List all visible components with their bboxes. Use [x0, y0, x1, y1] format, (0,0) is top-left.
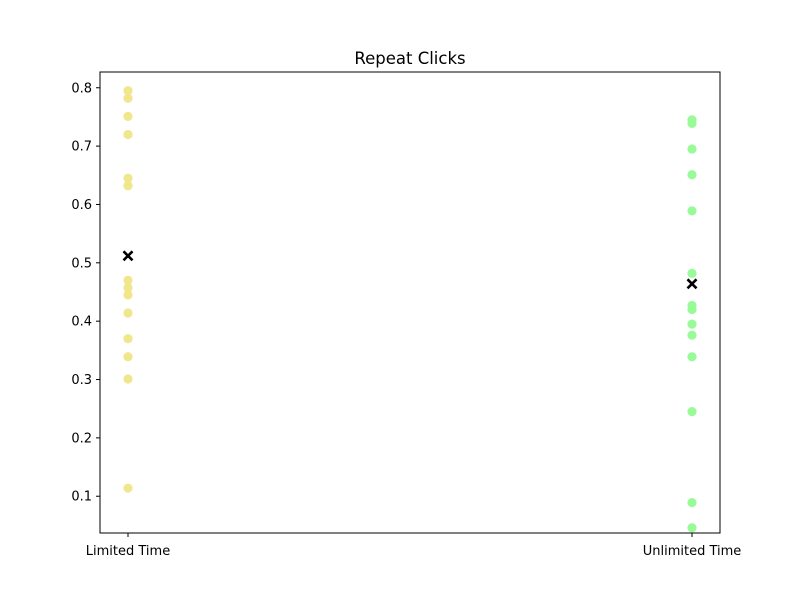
scatter-point — [123, 290, 133, 300]
scatter-point — [687, 170, 697, 180]
scatter-point — [123, 483, 133, 493]
x-tick-label: Limited Time — [86, 544, 170, 559]
scatter-point — [687, 319, 697, 329]
scatter-point — [123, 283, 133, 293]
scatter-point — [687, 352, 697, 362]
y-tick-label: 0.3 — [71, 373, 92, 388]
scatter-point — [123, 308, 133, 318]
y-tick-label: 0.4 — [71, 315, 92, 330]
scatter-point — [123, 181, 133, 191]
scatter-point — [687, 144, 697, 154]
scatter-point — [687, 498, 697, 508]
chart-title: Repeat Clicks — [354, 49, 465, 68]
y-tick-label: 0.1 — [71, 490, 92, 505]
scatter-point — [687, 206, 697, 216]
scatter-point — [123, 86, 133, 96]
scatter-point — [123, 93, 133, 103]
plot-frame — [99, 71, 721, 534]
y-tick-label: 0.5 — [71, 256, 92, 271]
y-tick-label: 0.7 — [71, 140, 92, 155]
scatter-point — [123, 334, 133, 344]
y-tick-label: 0.8 — [71, 81, 92, 96]
scatter-point — [123, 352, 133, 362]
y-tick-label: 0.6 — [71, 198, 92, 213]
scatter-point — [687, 407, 697, 417]
y-tick-label: 0.2 — [71, 431, 92, 446]
scatter-point — [123, 129, 133, 140]
scatter-point — [687, 268, 697, 278]
scatter-point — [687, 523, 697, 533]
mean-marker — [122, 250, 134, 262]
mean-marker — [686, 278, 698, 290]
x-tick-label: Unlimited Time — [643, 544, 742, 559]
scatter-point — [123, 374, 133, 384]
scatter-point — [123, 111, 133, 121]
scatter-point — [123, 275, 133, 285]
scatter-point — [123, 173, 133, 183]
scatter-point — [687, 118, 697, 128]
scatter-point — [687, 304, 697, 315]
scatter-point — [687, 330, 697, 340]
